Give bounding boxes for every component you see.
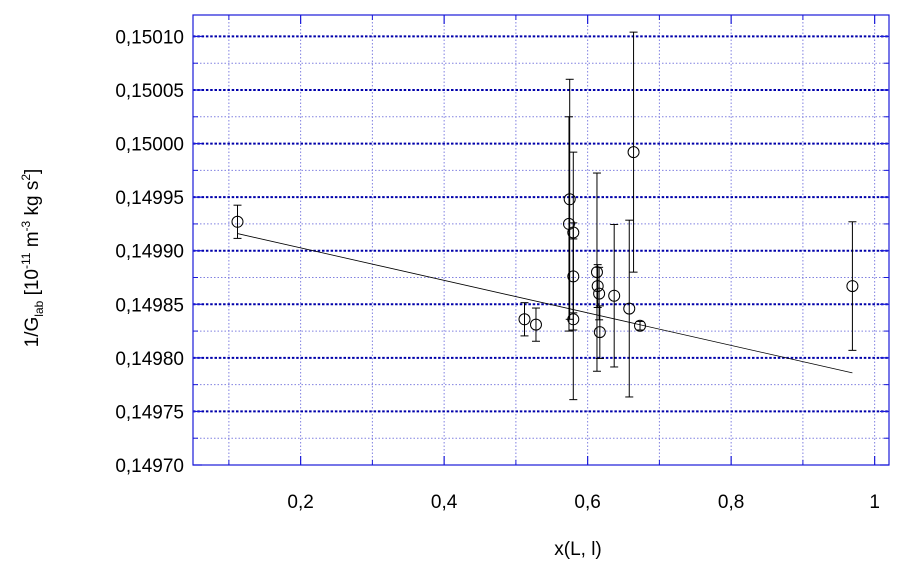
data-points <box>231 31 859 401</box>
x-tick-label: 0,8 <box>718 492 744 513</box>
point-marker <box>608 289 621 302</box>
y-axis-subscript: lab <box>32 300 46 316</box>
point-marker <box>846 280 859 293</box>
y-tick-label: 0,14990 <box>115 242 184 263</box>
point-marker <box>634 319 647 332</box>
point-marker <box>593 326 606 339</box>
y-tick-label: 0,15000 <box>115 135 184 156</box>
y-axis-units-close: ] <box>22 169 43 174</box>
data-point <box>518 302 531 337</box>
point-marker <box>627 146 640 159</box>
data-point <box>563 78 576 320</box>
y-axis-units-open: [10 <box>22 269 43 301</box>
data-point <box>593 266 606 321</box>
point-marker <box>567 313 580 326</box>
minor-gridlines <box>193 15 889 465</box>
point-marker <box>591 280 604 293</box>
data-point <box>846 221 859 351</box>
x-tick-label: 1 <box>869 492 880 513</box>
data-point <box>608 223 621 368</box>
data-point <box>590 172 603 372</box>
point-marker <box>231 215 244 228</box>
axis-ticks <box>193 15 889 466</box>
x-axis-title: x(L, l) <box>554 539 602 560</box>
x-tick-label: 0,6 <box>574 492 600 513</box>
y-axis-base: 1/G <box>22 317 43 348</box>
y-axis-title: 1/Glab [10-11 m-3 kg s2] <box>19 169 46 348</box>
y-tick-labels: 0,14970 0,14975 0,14980 0,14985 0,14990 0,149… <box>115 27 184 477</box>
y-tick-label: 0,14970 <box>115 456 184 477</box>
plot-frame <box>192 14 890 466</box>
y-tick-label: 0,15005 <box>115 81 184 102</box>
fit-line <box>237 233 853 374</box>
data-point <box>591 264 604 308</box>
y-axis-unit-m: m <box>22 231 43 252</box>
data-point <box>623 219 636 398</box>
major-gridlines <box>193 15 889 465</box>
data-point <box>231 204 244 239</box>
point-marker <box>563 193 576 206</box>
y-tick-label: 0,14975 <box>115 402 184 423</box>
point-marker <box>518 313 531 326</box>
point-marker <box>529 318 542 331</box>
y-axis-unit-kg-s: kg s <box>22 181 43 221</box>
point-marker <box>593 287 606 300</box>
y-axis-exp3: 2 <box>19 174 33 181</box>
x-tick-labels: 0,2 0,4 0,6 0,8 1 <box>287 492 880 513</box>
point-marker <box>623 302 636 315</box>
y-tick-label: 0,14985 <box>115 295 184 316</box>
x-tick-label: 0,2 <box>287 492 313 513</box>
data-point <box>627 31 640 273</box>
y-axis-exp1: -11 <box>19 252 33 269</box>
data-point <box>567 238 580 401</box>
y-tick-label: 0,15010 <box>115 27 184 48</box>
y-tick-label: 0,14980 <box>115 349 184 370</box>
data-point <box>529 307 542 342</box>
y-tick-label: 0,14995 <box>115 188 184 209</box>
y-axis-exp2: -3 <box>19 220 33 231</box>
point-marker <box>590 266 603 279</box>
data-point <box>593 305 606 359</box>
x-tick-label: 0,4 <box>431 492 458 513</box>
data-point <box>634 319 647 332</box>
